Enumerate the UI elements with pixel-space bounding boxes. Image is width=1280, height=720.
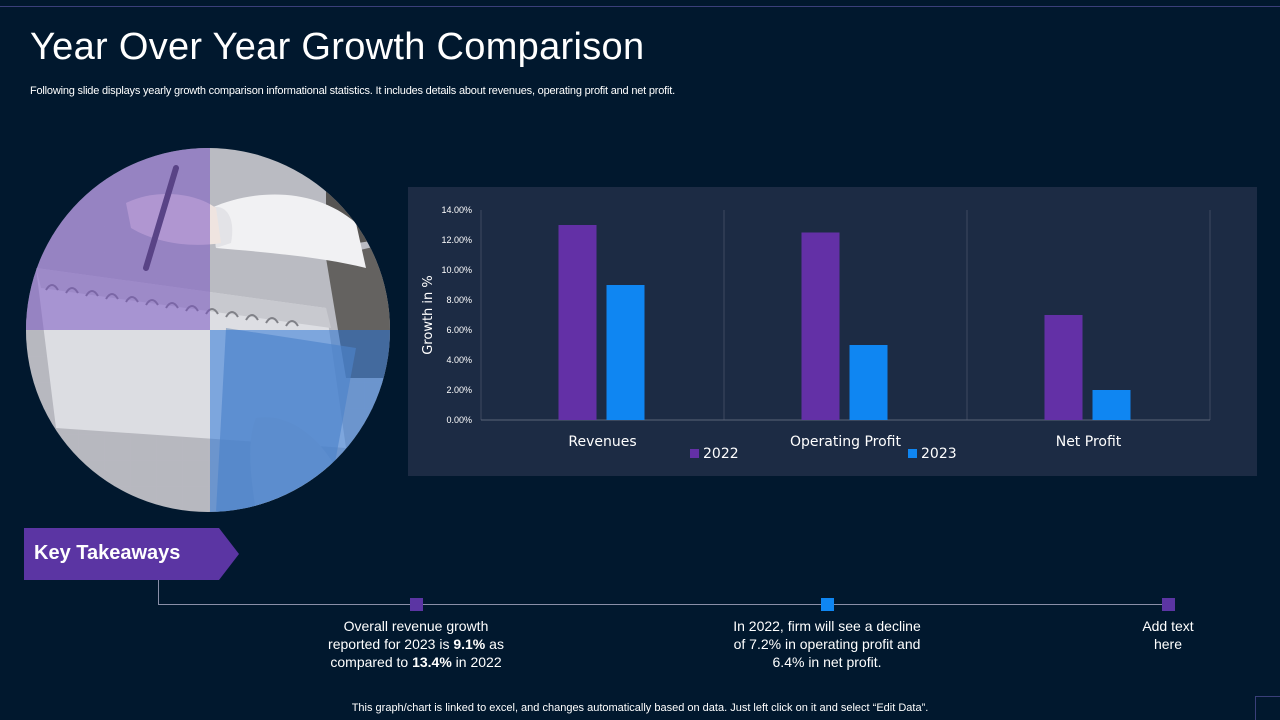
timeline-marker-2: [821, 598, 834, 611]
y-tick-label: 4.00%: [446, 355, 472, 365]
bar-2023-operating-profit: [849, 345, 888, 420]
takeaway-3-text[interactable]: Add text here: [1108, 617, 1228, 653]
takeaway-3-line-2: here: [1153, 636, 1183, 652]
takeaway-1-line-3: compared to 13.4% in 2022: [330, 654, 502, 670]
takeaway-1-text: Overall revenue growth reported for 2023…: [296, 617, 536, 671]
timeline-marker-3: [1162, 598, 1175, 611]
timeline-marker-1: [410, 598, 423, 611]
bar-2023-revenues: [606, 285, 645, 420]
page-title: Year Over Year Growth Comparison: [30, 26, 645, 68]
category-label: Operating Profit: [790, 434, 901, 450]
page-subtitle: Following slide displays yearly growth c…: [30, 85, 675, 97]
takeaway-1-line-2: reported for 2023 is 9.1% as: [328, 636, 504, 652]
top-rule: [0, 6, 1280, 7]
hands-writing-calendar-photo: [26, 148, 390, 512]
y-tick-label: 8.00%: [446, 295, 472, 305]
timeline-connector: [158, 580, 159, 604]
bar-2023-net-profit: [1092, 390, 1131, 420]
bar-2022-net-profit: [1044, 315, 1083, 420]
takeaway-2-line-1: In 2022, firm will see a decline: [733, 618, 921, 634]
growth-bar-chart[interactable]: 0.00% 2.00% 4.00% 6.00% 8.00% 10.00% 12.00% 14.…: [408, 187, 1257, 476]
takeaway-3-line-1: Add text: [1142, 618, 1194, 634]
legend-swatch-2023: [908, 449, 917, 458]
y-tick-label: 0.00%: [446, 415, 472, 425]
growth-chart-panel[interactable]: 0.00% 2.00% 4.00% 6.00% 8.00% 10.00% 12.00% 14.…: [408, 187, 1257, 476]
y-axis-title: Growth in %: [421, 275, 436, 355]
timeline-line: [158, 604, 1170, 605]
takeaway-2-line-3: 6.4% in net profit.: [772, 654, 882, 670]
category-label: Net Profit: [1056, 434, 1122, 450]
banner-arrow-shape: [24, 528, 239, 580]
takeaway-1-line-1: Overall revenue growth: [343, 618, 489, 634]
y-tick-label: 6.00%: [446, 325, 472, 335]
legend-swatch-2022: [690, 449, 699, 458]
y-tick-label: 2.00%: [446, 385, 472, 395]
legend-label-2022: 2022: [703, 446, 739, 462]
y-tick-label: 10.00%: [441, 265, 472, 275]
key-takeaways-label: Key Takeaways: [34, 542, 181, 564]
category-label: Revenues: [568, 434, 636, 450]
corner-decoration: [1255, 696, 1280, 720]
bar-2022-revenues: [558, 225, 597, 420]
takeaway-2-text: In 2022, firm will see a decline of 7.2%…: [707, 617, 947, 671]
legend-label-2023: 2023: [921, 446, 957, 462]
takeaway-2-line-2: of 7.2% in operating profit and: [733, 636, 921, 652]
bar-2022-operating-profit: [801, 232, 840, 420]
key-takeaways-banner: Key Takeaways: [24, 528, 239, 580]
footer-note: This graph/chart is linked to excel, and…: [351, 702, 929, 714]
y-tick-label: 14.00%: [441, 205, 472, 215]
y-tick-label: 12.00%: [441, 235, 472, 245]
